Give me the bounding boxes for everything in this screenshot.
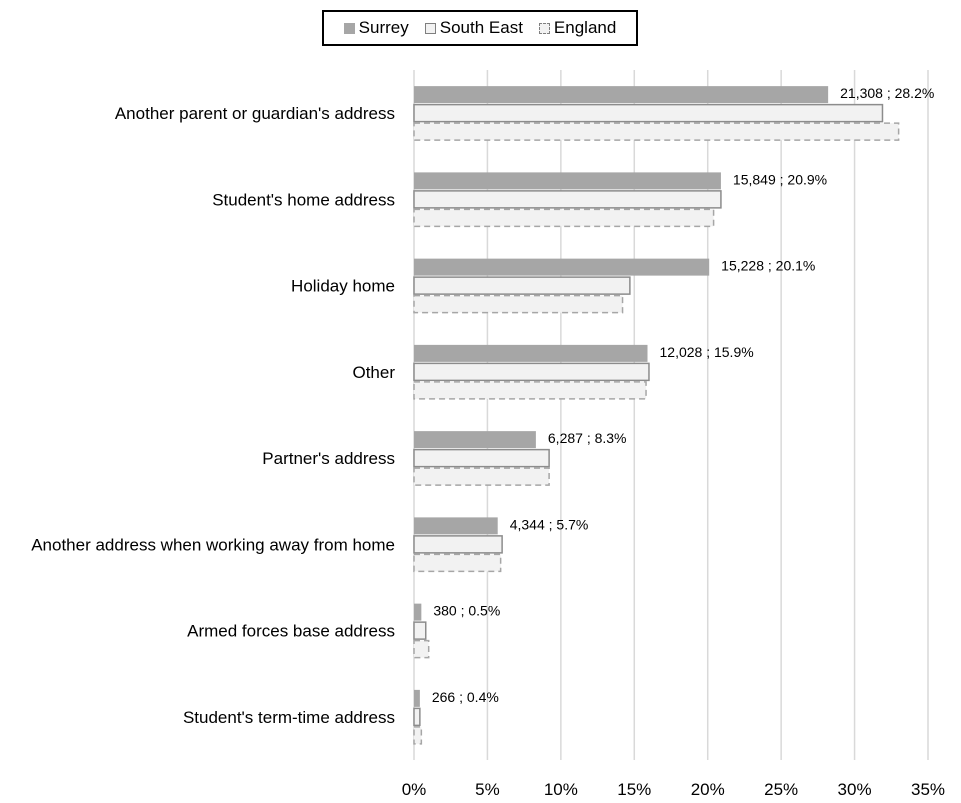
bar-surrey [414,344,648,362]
category-label: Partner's address [262,449,395,468]
data-label: 380 ; 0.5% [433,603,500,619]
bar-surrey [414,517,498,535]
bar-south-east [413,190,722,209]
bar-england-outline [413,467,550,486]
data-label: 12,028 ; 15.9% [660,344,754,360]
bar-south-east [413,103,884,123]
bar-england [414,554,501,572]
legend-swatch-surrey [343,22,355,34]
data-label: 15,849 ; 20.9% [733,171,827,187]
data-label: 15,228 ; 20.1% [721,258,815,274]
bar-surrey [414,172,721,190]
bar-england-outline [413,726,423,745]
x-tick-label: 20% [691,780,725,799]
bar-england-outline [413,553,502,573]
category-label: Student's term-time address [183,708,395,727]
bar-england [414,726,422,744]
bar-england [414,209,714,227]
x-tick-label: 15% [617,780,651,799]
bar-england [414,123,899,141]
bar-south-east [413,276,631,295]
bar-surrey [414,258,710,276]
legend-swatch-south-east [424,22,436,34]
legend-item-south-east: South East [424,18,523,38]
bar-england-outline [413,208,715,228]
legend: Surrey South East England [322,10,638,46]
legend-swatch-england [538,22,550,34]
bar-south-east [413,362,650,382]
x-tick-label: 10% [544,780,578,799]
data-label: 4,344 ; 5.7% [510,516,589,532]
bar-south-east [413,535,503,554]
bar-south-east [413,448,550,468]
category-label: Another address when working away from h… [31,535,395,554]
bar-england [414,640,429,658]
category-label: Student's home address [212,190,395,209]
bar-england-outline [413,381,647,400]
bar-south-east [413,621,427,640]
bar-surrey [414,603,422,621]
bar-england-outline [413,122,900,141]
legend-item-england: England [538,18,617,38]
bar-surrey [414,689,420,707]
data-label: 6,287 ; 8.3% [548,430,627,446]
category-label: Holiday home [291,277,395,296]
bar-surrey [414,86,829,104]
bar-england-outline [413,294,624,314]
legend-item-surrey: Surrey [343,18,409,38]
category-label: Other [352,363,395,382]
x-tick-label: 35% [911,780,945,799]
legend-label-surrey: Surrey [358,18,409,37]
x-tick-label: 5% [475,780,500,799]
x-tick-label: 25% [764,780,798,799]
data-label: 21,308 ; 28.2% [840,85,934,101]
bar-england [414,381,647,399]
category-label: Another parent or guardian's address [115,104,395,123]
legend-label-south-east: South East [439,18,523,37]
data-label: 266 ; 0.4% [432,689,499,705]
bar-surrey [414,431,536,449]
x-tick-label: 0% [402,780,427,799]
bar-england [414,295,623,313]
category-label: Armed forces base address [187,622,395,641]
legend-label-england: England [553,18,617,37]
bar-england-outline [413,639,430,659]
bar-england [414,468,550,486]
x-tick-label: 30% [838,780,872,799]
bar-south-east [413,707,421,727]
